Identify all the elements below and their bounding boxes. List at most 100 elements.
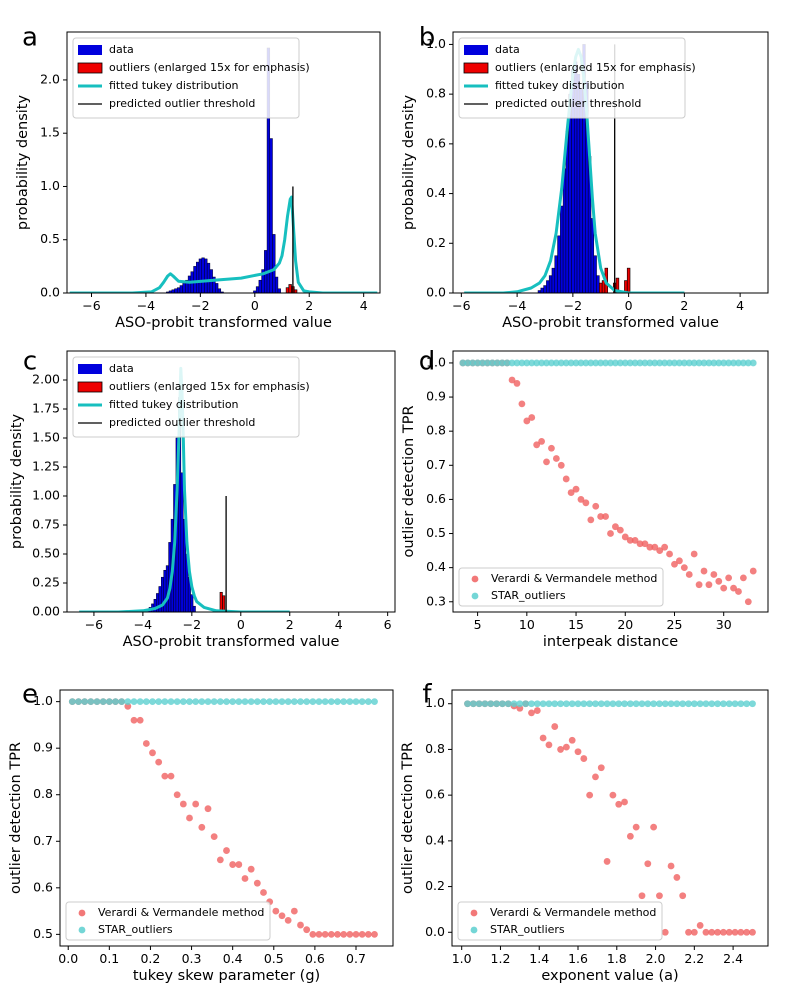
legend-label: predicted outlier threshold — [495, 97, 641, 110]
verardi-point — [607, 530, 614, 537]
data-bar — [201, 257, 205, 293]
star-point — [352, 698, 360, 706]
star-point — [577, 359, 585, 367]
data-bar — [540, 287, 544, 293]
legend-label: outliers (enlarged 15x for emphasis) — [495, 61, 696, 74]
star-point — [725, 700, 733, 708]
star-point — [543, 359, 550, 367]
data-bar — [193, 266, 197, 293]
legend-label: Verardi & Vermandele method — [98, 906, 264, 919]
star-point — [253, 698, 261, 706]
star-point — [587, 359, 595, 367]
panel-label: c — [23, 347, 37, 377]
verardi-point — [661, 928, 669, 936]
data-bar — [543, 285, 547, 293]
verardi-point — [136, 716, 144, 724]
verardi-point — [592, 502, 600, 510]
verardi-point — [167, 772, 175, 780]
verardi-point — [702, 928, 710, 936]
star-point — [607, 359, 614, 367]
data-bar — [562, 168, 567, 293]
x-tick-label: 5 — [474, 617, 482, 632]
legend-label: data — [109, 362, 134, 375]
legend-label: outliers (enlarged 15x for emphasis) — [109, 61, 310, 74]
star-point — [474, 359, 482, 367]
data-bar — [593, 255, 597, 293]
verardi-point — [278, 912, 286, 920]
x-tick-label: 2.4 — [723, 951, 743, 966]
x-tick-label: −2 — [564, 298, 582, 313]
data-bar — [215, 283, 219, 293]
star-point — [666, 359, 673, 367]
x-tick-label: 0.4 — [223, 951, 243, 966]
star-point — [609, 700, 617, 708]
star-point — [708, 700, 716, 708]
star-point — [661, 359, 669, 367]
verardi-point — [364, 930, 372, 938]
verardi-point — [358, 930, 366, 938]
star-point — [315, 698, 323, 706]
y-tick-label: 0.6 — [426, 491, 446, 506]
x-axis-label: ASO-probit transformed value — [115, 315, 332, 331]
verardi-point — [155, 758, 163, 766]
y-tick-label: 0.8 — [33, 786, 53, 801]
verardi-point — [632, 823, 640, 831]
verardi-point — [223, 847, 230, 854]
panel-label: d — [419, 347, 436, 377]
legend-marker-verardi — [470, 909, 478, 917]
axes-frame — [66, 350, 396, 613]
verardi-point — [352, 930, 360, 938]
data-bar — [176, 287, 181, 293]
star-point — [690, 359, 698, 367]
verardi-point — [528, 414, 536, 421]
x-tick-label: −4 — [508, 298, 526, 313]
x-tick-label: 2.2 — [684, 951, 704, 966]
star-point — [557, 359, 565, 367]
y-tick-label: 0.3 — [426, 593, 446, 608]
data-bar — [174, 288, 178, 293]
verardi-point — [247, 865, 255, 873]
star-point — [481, 700, 489, 708]
star-point — [557, 700, 564, 708]
panel-f: f1.0 1.2 1.4 1.6 1.8 2.0 2.2 2.40.00.20.40.60.8… — [400, 680, 769, 984]
star-point — [223, 698, 230, 706]
verardi-point — [528, 709, 535, 717]
verardi-point — [631, 536, 639, 544]
star-point — [592, 359, 600, 367]
verardi-point — [186, 814, 193, 822]
y-axis-label: probability density — [401, 95, 417, 231]
verardi-point — [656, 892, 663, 900]
star-point — [676, 359, 683, 367]
panel-a: a −6 −4 −2 0 2 4 0.0 0.5 1.0 1.5 2.0 ASO-probit tran… — [15, 23, 381, 331]
legend-label: predicted outlier threshold — [109, 416, 255, 429]
star-point — [650, 700, 658, 708]
data-bar — [165, 565, 169, 612]
verardi-point — [260, 889, 267, 896]
y-tick-label: 0.9 — [33, 740, 53, 755]
star-point — [124, 698, 132, 706]
verardi-point — [735, 588, 742, 595]
x-tick-label: 2 — [680, 298, 688, 313]
star-point — [155, 698, 163, 706]
y-tick-label: 2.0 — [40, 71, 60, 86]
x-axis-label: ASO-probit transformed value — [123, 634, 340, 650]
y-tick-label: 0.2 — [426, 235, 446, 250]
star-point — [173, 698, 181, 706]
x-tick-label: 0 — [251, 298, 259, 313]
star-point — [522, 700, 530, 708]
star-point — [297, 698, 304, 706]
x-tick-label: 25 — [667, 617, 683, 632]
verardi-point — [533, 707, 541, 714]
x-axis-label: ASO-probit transformed value — [502, 315, 719, 331]
x-tick-label: 4 — [335, 617, 343, 632]
verardi-point — [235, 861, 243, 868]
y-tick-label: 1.75 — [32, 401, 60, 416]
star-point — [149, 698, 156, 706]
star-point — [631, 359, 639, 367]
x-tick-label: −6 — [452, 298, 470, 313]
verardi-point — [241, 875, 249, 882]
verardi-point — [533, 441, 541, 449]
verardi-point — [685, 928, 692, 936]
legend-box — [458, 37, 686, 119]
verardi-point — [749, 567, 757, 575]
